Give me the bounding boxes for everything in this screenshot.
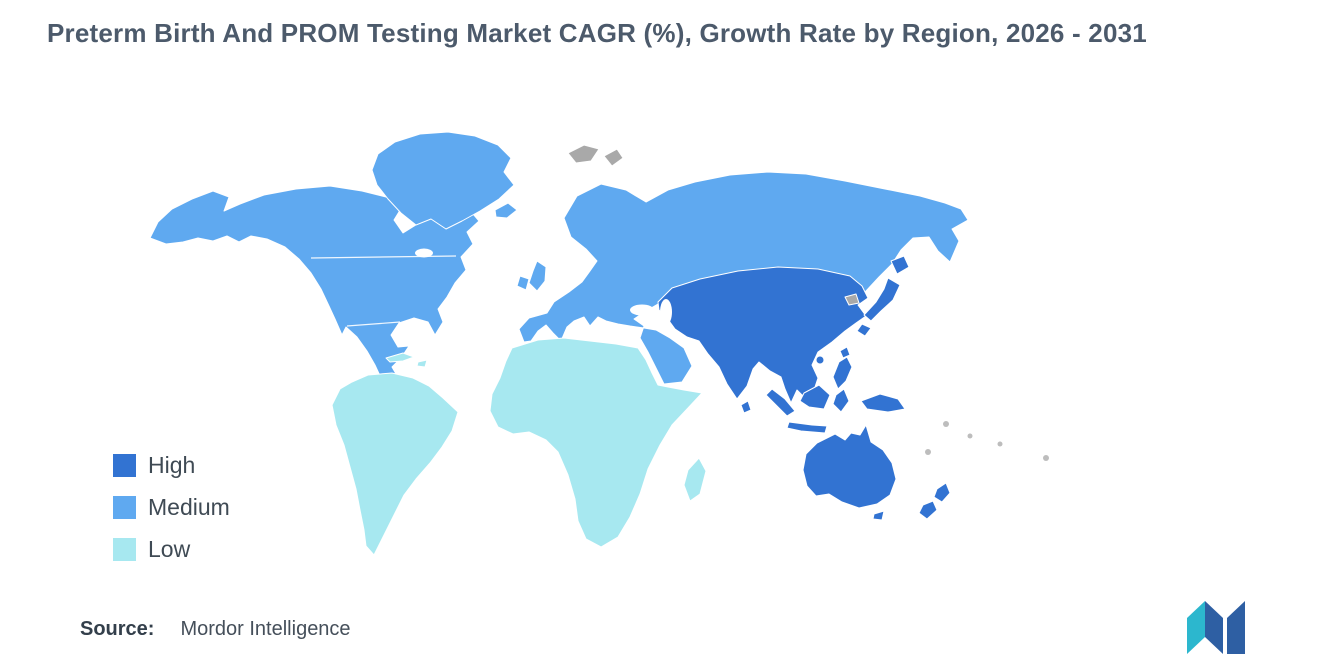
- legend-swatch-medium: [113, 496, 136, 519]
- legend-item-low: Low: [113, 536, 230, 563]
- logo-shape-right: [1227, 601, 1245, 654]
- mordor-intelligence-logo: [1179, 598, 1255, 659]
- region-sulawesi: [832, 388, 850, 413]
- black-sea: [630, 304, 654, 316]
- source-value: Mordor Intelligence: [180, 618, 351, 640]
- region-svalbard: [567, 144, 600, 164]
- region-svalbard-east: [603, 148, 624, 167]
- region-new-zealand-north: [933, 482, 951, 503]
- region-new-zealand-south: [918, 500, 938, 520]
- pacific-island-2: [943, 421, 949, 427]
- region-tasmania: [872, 510, 885, 521]
- us-mexico-border: [346, 321, 401, 327]
- caspian-sea: [660, 299, 672, 325]
- world-map-container: [0, 90, 1320, 610]
- region-south-america: [331, 372, 459, 556]
- legend-label-medium: Medium: [148, 494, 230, 520]
- region-madagascar: [683, 457, 707, 502]
- region-australia: [802, 424, 897, 509]
- region-sumatra: [765, 388, 796, 417]
- region-north-korea: [844, 293, 860, 306]
- legend-swatch-high: [113, 454, 136, 477]
- region-greenland: [371, 131, 515, 230]
- region-borneo: [799, 384, 831, 410]
- legend-swatch-low-rect: [113, 538, 136, 561]
- world-map: [149, 131, 1049, 556]
- region-hainan: [815, 355, 825, 365]
- region-hispaniola: [416, 359, 428, 368]
- us-canada-border: [310, 255, 457, 259]
- region-japan-kyushu: [856, 323, 872, 337]
- region-java: [786, 421, 828, 434]
- region-new-guinea: [860, 393, 906, 413]
- region-cuba: [385, 352, 415, 363]
- logo-shape-left: [1187, 601, 1205, 654]
- pacific-island-5: [1043, 455, 1049, 461]
- pacific-island-1: [925, 449, 931, 455]
- region-iceland: [494, 202, 518, 219]
- source-label: Source:: [80, 618, 155, 640]
- chart-title: Preterm Birth And PROM Testing Market CA…: [47, 18, 1147, 48]
- legend-swatch-high-rect: [113, 454, 136, 477]
- region-north-america: [149, 185, 480, 388]
- region-sri-lanka: [740, 400, 752, 414]
- great-lakes: [415, 248, 433, 258]
- legend-label-high: High: [148, 452, 196, 478]
- region-taiwan: [839, 346, 851, 359]
- source-row: Source: Mordor Intelligence: [80, 618, 351, 641]
- region-philippines: [832, 356, 853, 390]
- pacific-island-3: [967, 433, 973, 439]
- region-japan-honshu: [863, 277, 901, 322]
- pacific-island-4: [997, 441, 1003, 447]
- region-japan-hokkaido: [890, 255, 910, 275]
- legend-item-high: High: [113, 452, 230, 479]
- region-ireland: [516, 275, 530, 291]
- mordor-logo-icon: [1187, 601, 1245, 654]
- logo-shape-middle: [1205, 601, 1223, 654]
- legend: High Medium Low: [113, 452, 230, 563]
- legend-swatch-medium-rect: [113, 496, 136, 519]
- legend-label-low: Low: [148, 536, 191, 562]
- legend-item-medium: Medium: [113, 494, 230, 521]
- region-africa: [489, 337, 703, 548]
- legend-swatch-low: [113, 538, 136, 561]
- region-uk: [528, 260, 547, 292]
